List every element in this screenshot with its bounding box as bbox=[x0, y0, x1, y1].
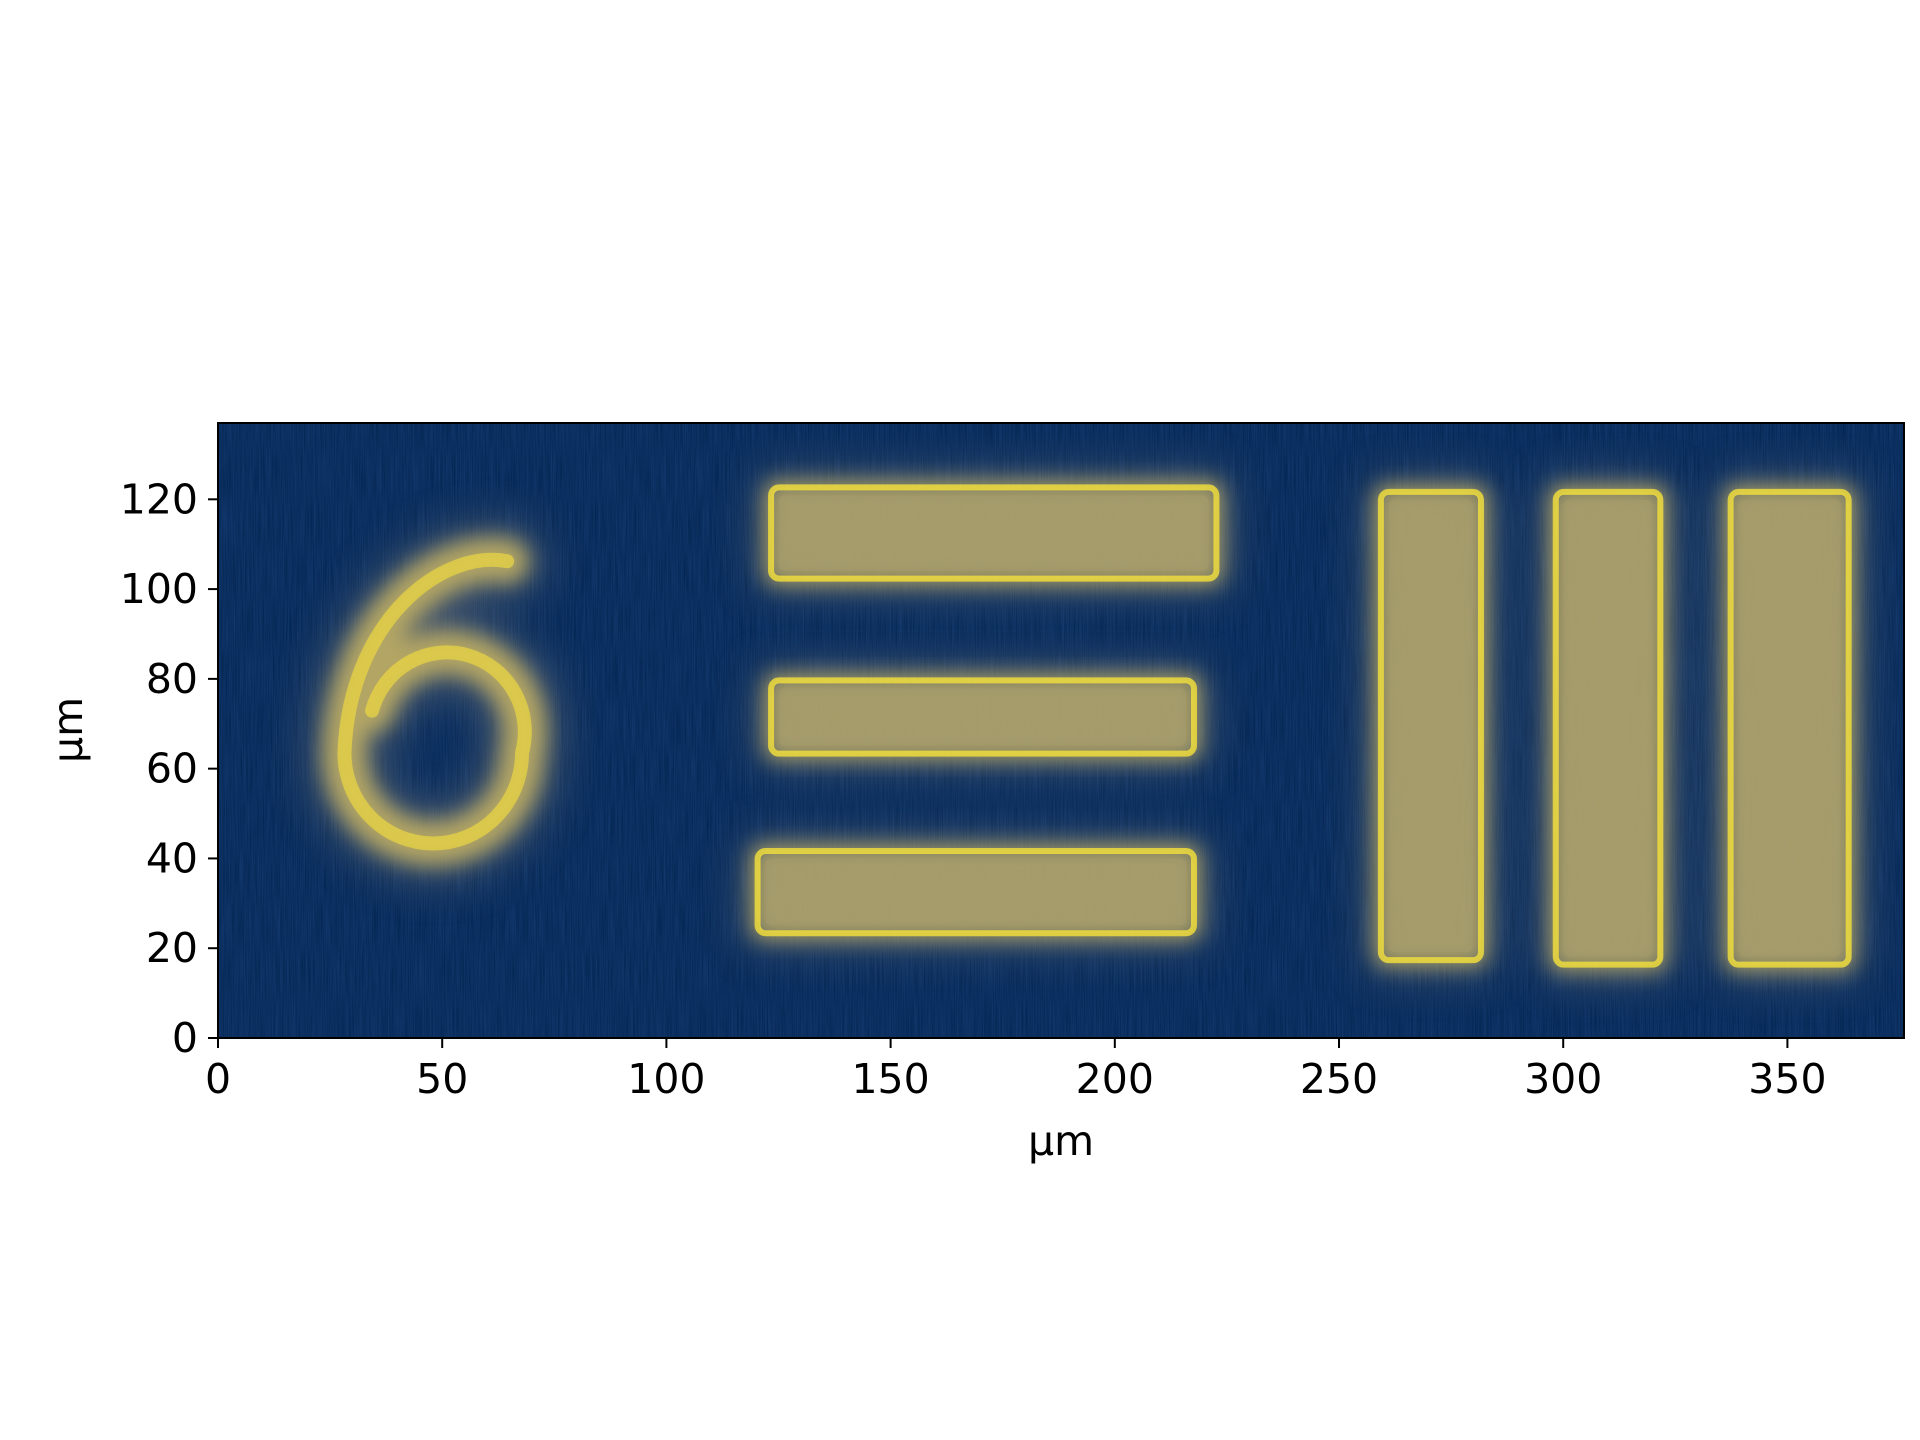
horizontal-bar-top-rim bbox=[768, 484, 1220, 582]
horizontal-bar-middle bbox=[759, 668, 1207, 766]
vertical-bar-right bbox=[1718, 479, 1861, 977]
vertical-bar-middle bbox=[1543, 479, 1673, 977]
y-tick-label: 0 bbox=[172, 1014, 198, 1062]
y-tick-label: 100 bbox=[120, 565, 198, 613]
horizontal-bar-bottom bbox=[745, 838, 1207, 946]
horizontal-bar-middle-rim bbox=[768, 677, 1198, 757]
horizontal-bar-top-core bbox=[779, 495, 1209, 571]
vertical-bar-left-rim bbox=[1377, 488, 1484, 964]
x-tick-label: 350 bbox=[1748, 1055, 1826, 1103]
y-tick-label: 120 bbox=[120, 475, 198, 523]
vertical-bar-left-core bbox=[1388, 499, 1473, 953]
y-tick-label: 80 bbox=[146, 655, 198, 703]
vertical-bar-right-rim bbox=[1727, 488, 1852, 968]
x-tick-label: 150 bbox=[851, 1055, 929, 1103]
x-tick-label: 200 bbox=[1076, 1055, 1154, 1103]
x-axis-label: µm bbox=[1028, 1117, 1094, 1165]
x-tick-label: 0 bbox=[205, 1055, 231, 1103]
vertical-bar-middle-core bbox=[1563, 499, 1653, 957]
y-axis-label: µm bbox=[44, 697, 92, 763]
plot-frame bbox=[217, 422, 1905, 1039]
x-axis: 0 50 100 150 200 250 300 350 bbox=[205, 1038, 1827, 1103]
y-axis: 0 20 40 60 80 100 120 bbox=[120, 475, 218, 1062]
x-tick-label: 300 bbox=[1524, 1055, 1602, 1103]
vertical-bar-left bbox=[1368, 479, 1493, 973]
y-tick-label: 60 bbox=[146, 745, 198, 793]
horizontal-bar-bottom-core bbox=[765, 858, 1187, 926]
vertical-bar-middle-rim bbox=[1552, 488, 1664, 968]
heatmap-features bbox=[309, 475, 1861, 977]
digit-6-core bbox=[337, 552, 532, 851]
digit-6 bbox=[309, 524, 560, 879]
horizontal-bar-bottom-rim bbox=[754, 847, 1198, 937]
vertical-bar-right-core bbox=[1738, 499, 1841, 957]
horizontal-bar-top bbox=[759, 475, 1229, 591]
x-tick-label: 50 bbox=[416, 1055, 468, 1103]
x-tick-label: 100 bbox=[627, 1055, 705, 1103]
y-tick-label: 20 bbox=[146, 924, 198, 972]
y-tick-label: 40 bbox=[146, 834, 198, 882]
horizontal-bar-middle-core bbox=[779, 688, 1187, 746]
heatmap-image bbox=[218, 423, 1904, 1038]
x-tick-label: 250 bbox=[1300, 1055, 1378, 1103]
